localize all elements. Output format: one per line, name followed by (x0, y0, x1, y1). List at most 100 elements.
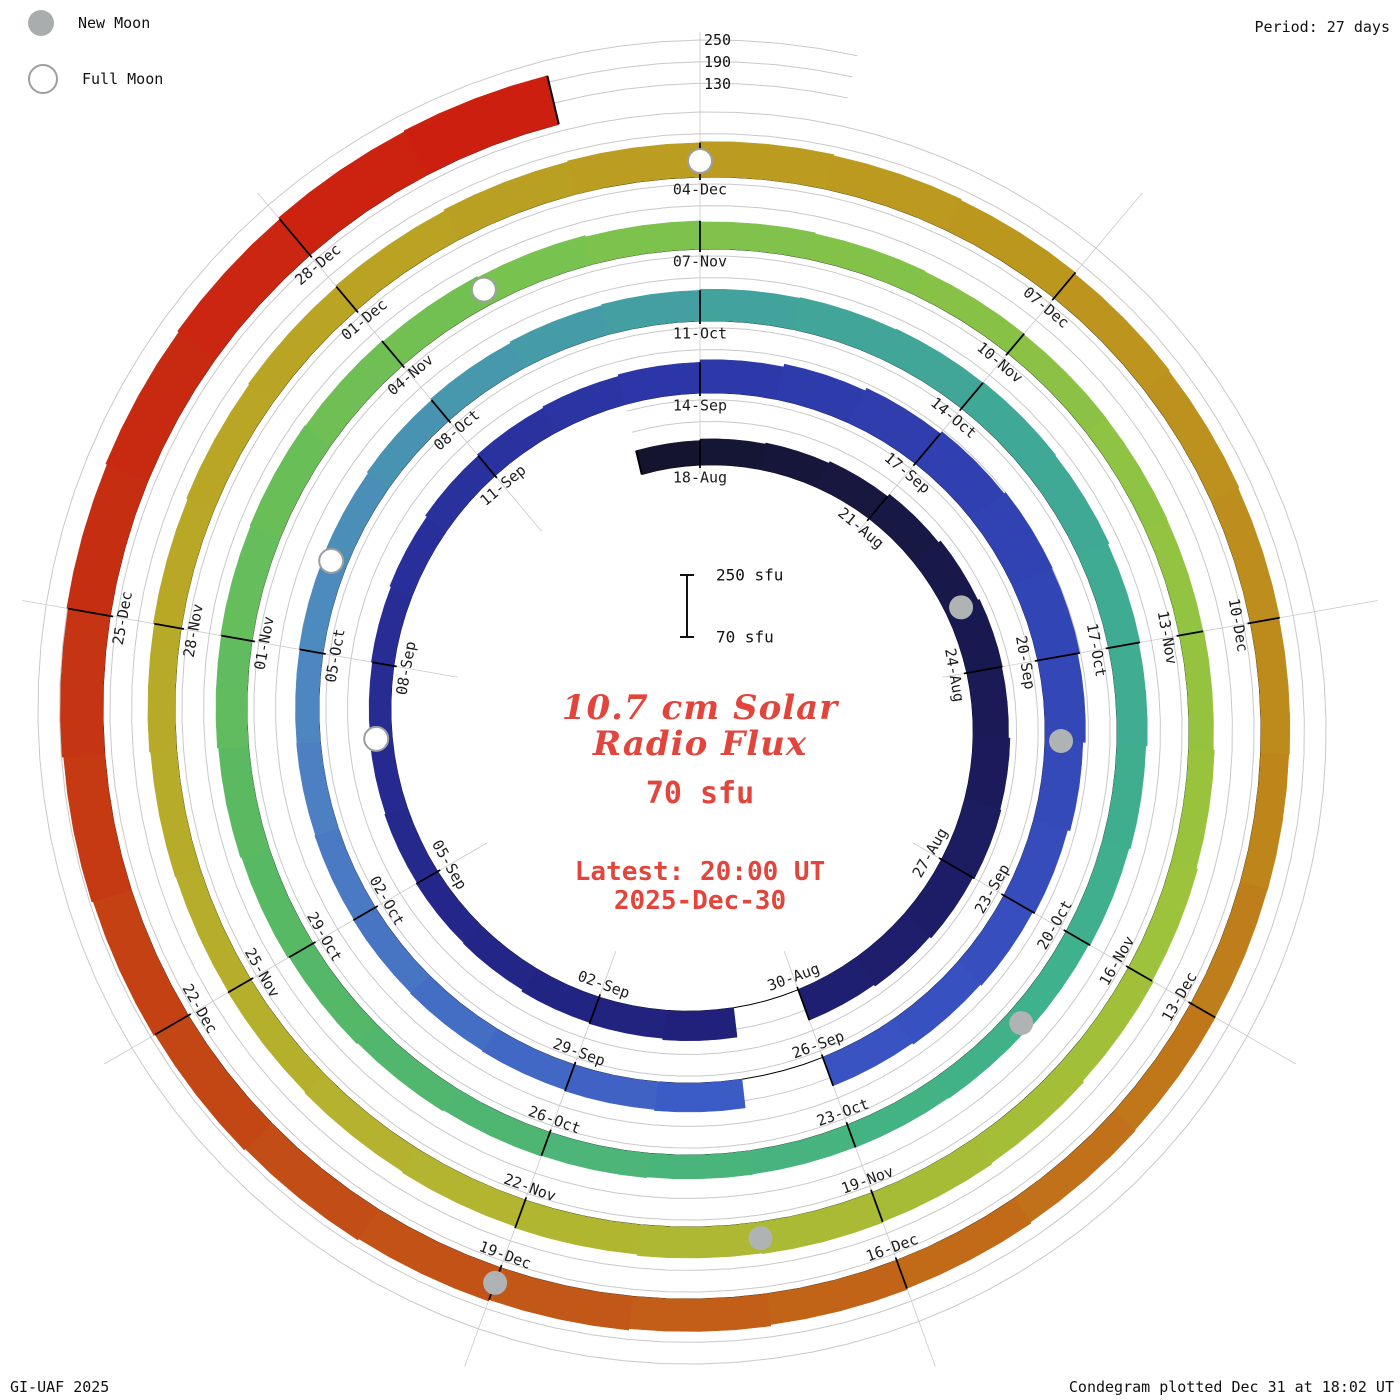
day-bar (304, 1073, 419, 1173)
sfu-scalebar-min-label: 70 sfu (716, 627, 774, 647)
date-tick (894, 1257, 908, 1289)
date-tick (67, 607, 114, 618)
full-moon-marker (470, 276, 497, 303)
day-bar (227, 979, 325, 1093)
day-bar (154, 1015, 273, 1151)
date-label: 18-Aug (673, 469, 727, 487)
full-moon-marker (363, 725, 390, 752)
sfu-scalebar-bottom-cap (680, 636, 694, 638)
date-tick (1005, 333, 1025, 356)
new-moon-marker (949, 595, 974, 620)
baseline-flux-label: 70 sfu (645, 776, 755, 811)
day-bar (514, 1199, 642, 1255)
day-bar (637, 1221, 763, 1259)
date-tick (1125, 965, 1153, 982)
day-bar (758, 1192, 884, 1255)
date-tick (227, 977, 254, 994)
date-tick (299, 648, 326, 655)
chart-title: 10.7 cm Solar Radio Flux (0, 690, 1400, 762)
day-bar (521, 968, 600, 1024)
new-moon-marker (1049, 729, 1074, 754)
moon-markers (318, 148, 1074, 1295)
latest-observation: Latest: 20:00 UT 2025-Dec-30 (0, 858, 1400, 916)
full-moon-icon (28, 64, 58, 94)
day-bar (409, 975, 498, 1051)
date-tick (540, 1129, 552, 1156)
flux-gridline-spiral (59, 61, 1305, 1343)
date-tick (820, 1054, 834, 1087)
date-tick (430, 399, 452, 424)
date-tick (1051, 271, 1077, 301)
day-bar (1086, 417, 1168, 529)
day-bar (585, 220, 701, 265)
date-tick (1176, 630, 1204, 637)
sfu-scalebar-max-label: 250 sfu (716, 565, 784, 585)
day-bar (564, 1064, 658, 1110)
radial-gridline (942, 600, 1378, 678)
date-tick (372, 661, 397, 668)
date-tick (796, 986, 811, 1021)
date-tick (866, 495, 889, 522)
day-bar (304, 340, 403, 446)
radial-gridline (912, 842, 1297, 1065)
date-tick (845, 1121, 857, 1148)
latest-time: Latest: 20:00 UT (574, 857, 826, 887)
day-bar (1114, 1003, 1216, 1131)
day-bar (855, 912, 931, 987)
new-moon-marker (1009, 1011, 1034, 1036)
day-bar (945, 199, 1076, 299)
day-bar (1143, 370, 1240, 500)
day-bar (1033, 739, 1084, 832)
day-bar (847, 1077, 949, 1148)
day-bar (792, 297, 897, 360)
day-bar (881, 328, 984, 409)
day-bar (808, 233, 926, 295)
day-bar (1078, 543, 1141, 649)
day-bar (759, 442, 830, 488)
day-bar (935, 1011, 1028, 1099)
day-bar (699, 438, 766, 470)
day-bar (443, 1088, 551, 1157)
new-moon-marker (748, 1226, 773, 1251)
date-tick (278, 218, 313, 258)
radial-scale-190: 190 (704, 53, 732, 71)
day-bar (249, 425, 332, 540)
day-bar (766, 1259, 908, 1325)
day-bar (1108, 642, 1148, 747)
day-bar (825, 155, 962, 231)
date-tick (1063, 929, 1091, 946)
day-bar (389, 516, 447, 597)
day-bar (477, 235, 593, 305)
day-bar (1065, 840, 1130, 946)
day-bar (654, 1078, 746, 1113)
date-tick (1000, 893, 1036, 914)
radial-scale-250: 250 (704, 31, 732, 49)
credit-label: GI-UAF 2025 (10, 1378, 110, 1396)
day-bar (956, 895, 1034, 986)
full-moon-marker (687, 148, 713, 174)
day-bar (1053, 273, 1170, 390)
date-tick (477, 455, 498, 479)
radial-gridline (857, 192, 1143, 532)
spiral-bars (60, 75, 1291, 1332)
legend-full-moon: Full Moon (28, 62, 163, 96)
day-bar (357, 1024, 458, 1112)
date-label: 14-Sep (673, 397, 727, 415)
day-bar (1007, 333, 1107, 433)
date-tick (1247, 616, 1280, 625)
date-tick (288, 941, 316, 958)
chart-title-line1: 10.7 cm Solar (561, 688, 839, 728)
day-bar (382, 276, 492, 366)
moon-legend: New Moon Full Moon (28, 6, 163, 118)
sfu-scalebar-top-cap (680, 574, 694, 576)
new-moon-icon (28, 10, 54, 36)
day-bar (970, 492, 1053, 586)
new-moon-label: New Moon (78, 14, 151, 32)
radial-scale-130: 130 (704, 75, 732, 93)
new-moon-marker (483, 1270, 508, 1295)
day-bar (296, 741, 339, 836)
day-bar (699, 221, 816, 260)
day-bar (462, 925, 537, 991)
date-tick (588, 994, 601, 1024)
